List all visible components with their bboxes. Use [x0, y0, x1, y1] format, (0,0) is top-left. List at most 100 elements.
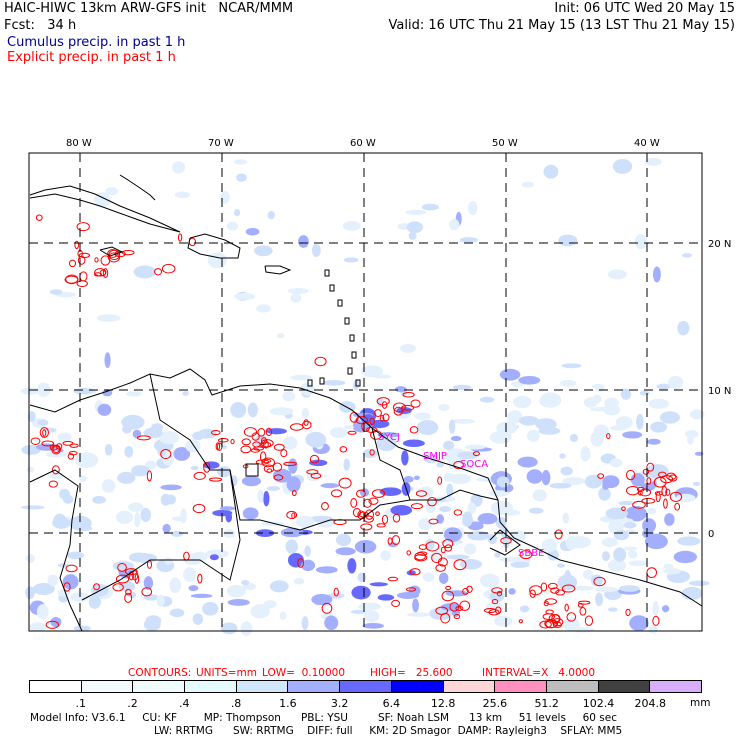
precip-cell [182, 391, 189, 396]
precip-cell [62, 574, 79, 590]
precip-contour [94, 257, 99, 263]
precip-contour [666, 472, 677, 481]
precip-cell [571, 627, 595, 633]
precip-cell [561, 363, 582, 369]
high-label: HIGH= 25.600 [370, 667, 453, 679]
precip-cell [519, 605, 530, 613]
precip-cell [124, 445, 134, 458]
precip-cell [595, 592, 604, 607]
precip-cell [609, 425, 627, 431]
precip-cell [290, 293, 302, 303]
bahamas [119, 174, 156, 201]
precip-cell [279, 611, 287, 620]
precip-contour [217, 438, 229, 443]
precip-cell [543, 164, 559, 179]
precip-cell [562, 512, 570, 524]
precip-contour [437, 476, 443, 485]
precip-contour [653, 476, 667, 488]
precip-contour [297, 558, 304, 568]
precip-cell [692, 481, 701, 486]
precip-contour [208, 477, 223, 482]
precip-cell [377, 594, 395, 601]
precip-cell [504, 431, 512, 441]
precip-contour [260, 439, 274, 448]
precip-cell [663, 567, 681, 575]
precip-cell [521, 181, 534, 188]
precip-contour [280, 449, 288, 458]
precip-cell [358, 602, 381, 611]
precip-contour [347, 430, 357, 435]
precip-contour [593, 576, 606, 587]
lon-label: 50 W [492, 138, 518, 149]
precip-contour [625, 469, 636, 481]
precip-contour [69, 443, 79, 448]
precip-cell [562, 477, 586, 485]
precip-contour [45, 620, 60, 629]
precip-cell [593, 424, 609, 438]
precip-contour [418, 544, 428, 550]
precip-contour [391, 599, 401, 608]
precip-contour [435, 564, 446, 572]
precip-cell [174, 191, 191, 199]
precip-cell [286, 476, 301, 493]
precip-cell [549, 482, 572, 489]
precip-cell [226, 584, 246, 598]
precip-cell [351, 585, 371, 600]
precip-cell [506, 410, 523, 424]
map-frame [28, 152, 703, 632]
precip-cell [202, 461, 220, 469]
precip-cell [400, 343, 416, 353]
precip-contour [518, 619, 523, 624]
precip-cell [21, 505, 45, 510]
precip-cell [401, 450, 409, 466]
precip-contour [136, 435, 151, 441]
lon-label: 70 W [208, 138, 234, 149]
precip-cell [629, 615, 649, 632]
precip-cell [241, 579, 250, 586]
precip-contour [625, 608, 631, 617]
precip-contour [368, 497, 379, 505]
precip-cell [394, 386, 407, 393]
precip-contour [62, 440, 74, 446]
precip-cell [183, 567, 196, 582]
precip-cell [403, 476, 414, 483]
precip-cell [305, 431, 327, 448]
precip-cell [227, 599, 250, 606]
precip-cell [479, 396, 495, 403]
precip-cell [558, 234, 578, 247]
precip-cell [190, 465, 199, 471]
precip-contour [99, 269, 107, 277]
precip-contour [578, 600, 591, 605]
precip-cell [402, 439, 425, 448]
precip-cell [653, 424, 664, 432]
precip-cell [342, 220, 361, 231]
precip-contour [131, 570, 139, 581]
precip-contour [39, 427, 49, 438]
precip-contour [483, 608, 497, 613]
precip-cell [513, 395, 532, 409]
precip-cell [311, 593, 333, 606]
precip-contour [259, 441, 272, 448]
precip-cell [677, 536, 701, 546]
precip-contour [338, 477, 352, 489]
precip-cell [656, 383, 671, 390]
precip-contour [542, 613, 556, 621]
precip-cell [667, 375, 684, 390]
precip-cell [335, 547, 356, 556]
precip-contour [102, 268, 109, 279]
precip-cell [360, 365, 383, 378]
precip-contour [210, 430, 221, 436]
precip-contour [657, 471, 667, 478]
precip-cell [96, 314, 121, 322]
precip-cell [589, 407, 612, 412]
precip-contour [321, 602, 333, 614]
precip-cell [459, 237, 478, 243]
cumulus-label: Cumulus precip. in past 1 h [7, 35, 186, 50]
precip-contour [646, 462, 655, 472]
precip-cell [363, 414, 374, 423]
precip-contour [641, 497, 656, 504]
precip-contour [374, 409, 382, 417]
precip-contour [286, 510, 298, 520]
precip-contour [240, 445, 252, 454]
precip-contour [263, 464, 275, 473]
